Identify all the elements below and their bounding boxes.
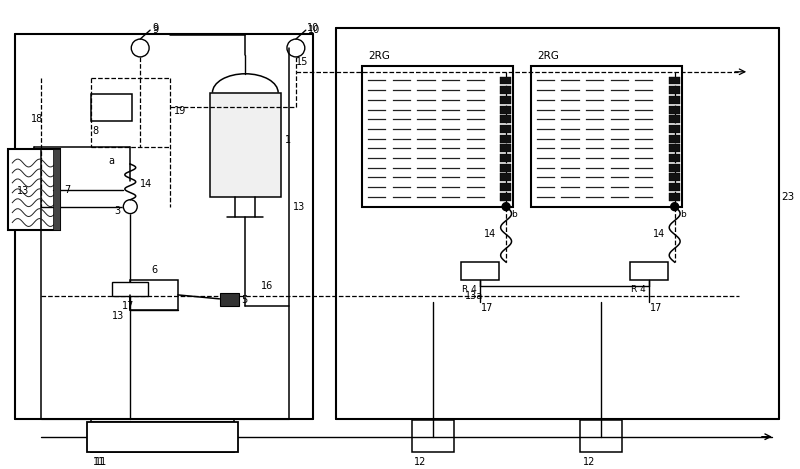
- Text: 9: 9: [152, 23, 158, 33]
- Text: a: a: [109, 156, 114, 166]
- Bar: [210, 92, 281, 197]
- Bar: [500, 106, 511, 113]
- Text: 10: 10: [308, 25, 320, 35]
- Text: 12: 12: [582, 456, 595, 467]
- Bar: [669, 106, 680, 113]
- Bar: [8, 149, 60, 230]
- Text: 12: 12: [414, 456, 426, 467]
- Text: 9: 9: [152, 25, 158, 35]
- Text: 2RG: 2RG: [368, 51, 390, 61]
- Text: 8: 8: [93, 126, 98, 136]
- Bar: [90, 94, 132, 121]
- Bar: [113, 282, 148, 296]
- Bar: [630, 262, 668, 280]
- Bar: [669, 193, 680, 201]
- Text: 16: 16: [261, 281, 274, 291]
- Text: 10: 10: [306, 23, 319, 33]
- Bar: [412, 420, 454, 452]
- Text: 20: 20: [184, 442, 196, 452]
- Bar: [500, 76, 511, 84]
- Bar: [531, 66, 682, 207]
- Circle shape: [502, 203, 510, 211]
- Text: R 4: R 4: [631, 286, 646, 295]
- Bar: [219, 293, 239, 306]
- Bar: [669, 135, 680, 143]
- Bar: [669, 144, 680, 152]
- Text: 17: 17: [482, 303, 494, 313]
- Bar: [669, 125, 680, 133]
- Bar: [53, 149, 60, 230]
- Text: 1: 1: [285, 135, 291, 145]
- Text: 14: 14: [653, 229, 665, 239]
- Text: 2RG: 2RG: [537, 51, 558, 61]
- Text: 13a: 13a: [466, 291, 484, 301]
- Bar: [500, 115, 511, 123]
- Text: 15: 15: [296, 57, 308, 67]
- Bar: [90, 422, 234, 452]
- Text: 13: 13: [293, 202, 305, 212]
- Bar: [500, 164, 511, 172]
- Bar: [669, 183, 680, 191]
- Bar: [500, 154, 511, 162]
- Bar: [669, 96, 680, 104]
- Text: 23: 23: [781, 192, 794, 202]
- Text: b: b: [680, 210, 686, 219]
- Bar: [500, 86, 511, 94]
- Text: 17: 17: [650, 303, 662, 313]
- Text: 7: 7: [64, 185, 70, 195]
- Circle shape: [670, 203, 678, 211]
- Bar: [500, 183, 511, 191]
- Bar: [500, 144, 511, 152]
- Text: 14: 14: [484, 229, 497, 239]
- Text: 6: 6: [151, 265, 157, 275]
- Text: 11: 11: [93, 456, 105, 467]
- Text: R 4: R 4: [462, 286, 478, 295]
- Bar: [500, 125, 511, 133]
- Bar: [500, 174, 511, 182]
- Bar: [669, 115, 680, 123]
- Bar: [130, 280, 178, 310]
- Bar: [462, 262, 499, 280]
- Text: 18: 18: [31, 114, 43, 124]
- Bar: [500, 135, 511, 143]
- Text: b: b: [511, 210, 517, 219]
- Bar: [500, 193, 511, 201]
- Text: 5: 5: [242, 295, 247, 305]
- Text: 11: 11: [94, 456, 107, 467]
- Bar: [500, 96, 511, 104]
- Bar: [669, 174, 680, 182]
- Bar: [669, 86, 680, 94]
- Bar: [581, 420, 622, 452]
- Bar: [86, 422, 238, 452]
- Text: 13: 13: [113, 311, 125, 321]
- Text: 3: 3: [114, 205, 121, 216]
- Bar: [669, 76, 680, 84]
- Text: 19: 19: [174, 106, 186, 116]
- Text: 14: 14: [140, 179, 153, 189]
- Text: 13: 13: [18, 186, 30, 196]
- Bar: [669, 154, 680, 162]
- Circle shape: [123, 200, 138, 213]
- Text: 17: 17: [122, 301, 134, 311]
- Bar: [362, 66, 513, 207]
- Bar: [669, 164, 680, 172]
